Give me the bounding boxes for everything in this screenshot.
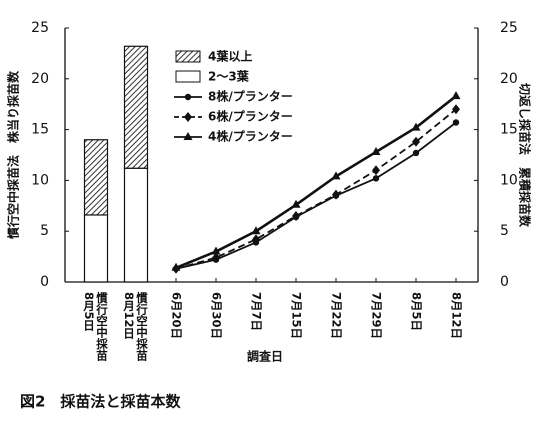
line: [175, 108, 457, 270]
bar-segment: [83, 214, 109, 283]
legend-label: 6株/プランター: [208, 109, 293, 124]
marker: [371, 146, 381, 155]
y2-tick-label: 25: [500, 20, 518, 36]
legend-marker: [184, 93, 192, 101]
legend-swatch: [175, 70, 201, 83]
line: [175, 121, 457, 270]
legend-label: 4葉以上: [208, 49, 252, 64]
legend-marker: [183, 132, 193, 140]
y2-tick-label: 15: [500, 122, 518, 138]
y-tick-label: 5: [40, 223, 49, 239]
marker: [372, 175, 380, 182]
y-axis-title: 慣行空中採苗法 株当り採苗数: [6, 70, 21, 240]
marker: [452, 104, 460, 115]
y-tick-label: 15: [31, 122, 49, 138]
y-tick-label: 20: [31, 71, 49, 87]
y2-axis-title: 切返し採苗法 累積採苗数: [518, 83, 533, 228]
marker: [372, 165, 380, 176]
marker: [451, 91, 461, 100]
marker: [331, 171, 341, 180]
line: [175, 95, 457, 269]
y-tick-label: 0: [40, 274, 49, 290]
y2-tick-label: 20: [500, 71, 518, 87]
y2-tick-label: 10: [500, 172, 518, 188]
x-tick-label: 8月12日: [122, 292, 136, 340]
legend-swatch: [175, 50, 201, 63]
x-tick-label: 慣行空中採苗: [95, 291, 109, 362]
x-tick-label: 6月30日: [210, 292, 224, 339]
y-tick-label: 10: [31, 172, 49, 188]
marker: [412, 149, 420, 157]
x-axis-title: 調査日: [247, 349, 283, 364]
caption: 図2 採苗法と採苗本数: [20, 393, 181, 411]
bar-segment: [123, 167, 149, 283]
x-tick-label: 7月15日: [290, 292, 304, 339]
y2-tick-label: 5: [500, 223, 509, 239]
marker: [332, 189, 340, 200]
legend-label: 8株/プランター: [208, 89, 293, 104]
x-tick-label: 7月29日: [370, 292, 384, 339]
x-tick-label: 8月5日: [410, 292, 424, 331]
x-tick-label: 7月7日: [250, 292, 264, 331]
x-tick-label: 7月22日: [330, 292, 344, 339]
x-tick-label: 6月20日: [170, 292, 184, 339]
marker: [292, 210, 300, 221]
y-tick-label: 25: [31, 20, 49, 36]
marker: [412, 136, 420, 147]
marker: [251, 226, 261, 235]
marker: [171, 262, 181, 271]
bar-segment: [123, 45, 149, 169]
x-tick-label: 8月5日: [82, 292, 96, 332]
marker: [212, 252, 220, 263]
y2-tick-label: 0: [500, 274, 509, 290]
bar-segment: [83, 139, 109, 216]
x-tick-label: 慣行空中採苗: [135, 291, 149, 362]
marker: [252, 234, 260, 245]
marker: [452, 119, 460, 126]
legend-label: 2～3葉: [208, 69, 250, 84]
marker: [411, 122, 421, 131]
legend-label: 4株/プランター: [208, 129, 293, 144]
marker: [211, 246, 221, 255]
marker: [291, 199, 301, 208]
x-tick-label: 8月12日: [450, 292, 464, 339]
legend-marker: [184, 112, 192, 122]
